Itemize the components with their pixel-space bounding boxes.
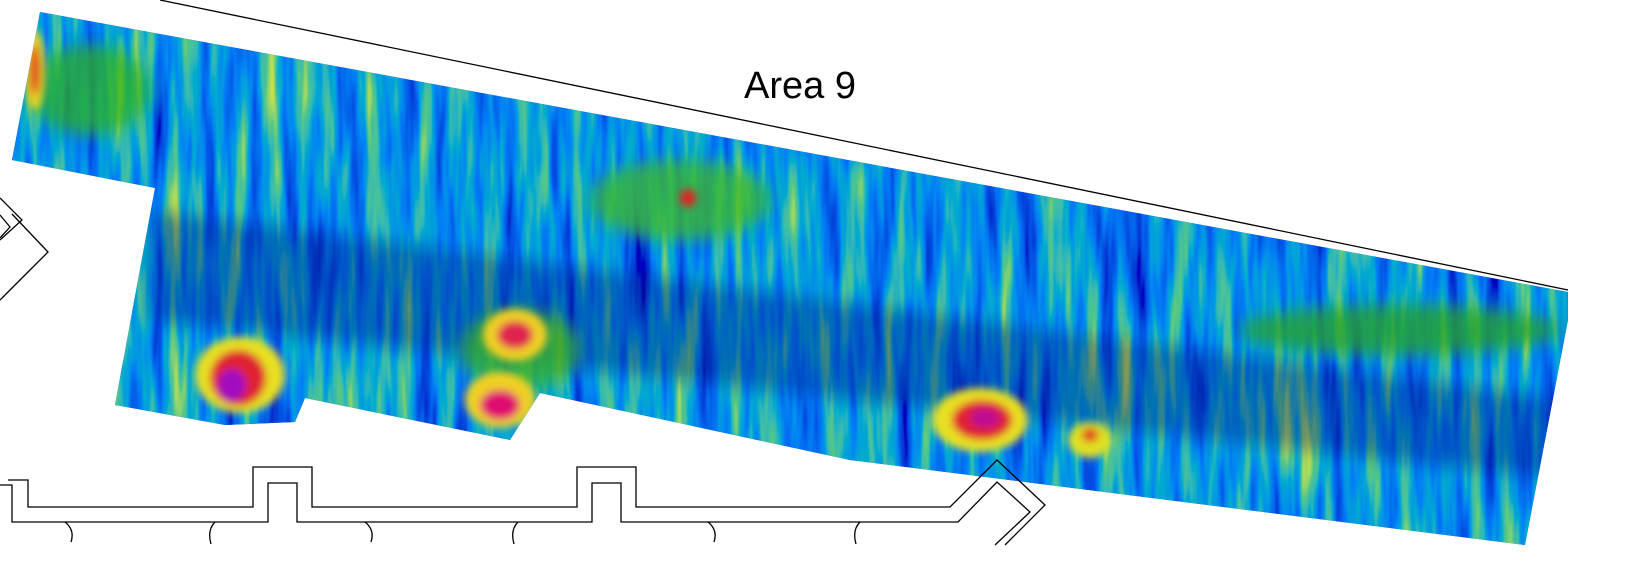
page: Area 9 (() => { const data = JSON.parse(… xyxy=(0,0,1629,565)
area-label: Area 9 xyxy=(744,65,856,107)
wall-details xyxy=(65,522,860,544)
building-outline xyxy=(0,214,48,300)
building-outline xyxy=(8,460,1045,545)
building-outline xyxy=(0,215,10,238)
survey-map: Area 9 xyxy=(0,0,1629,565)
building-outline xyxy=(0,482,1030,545)
